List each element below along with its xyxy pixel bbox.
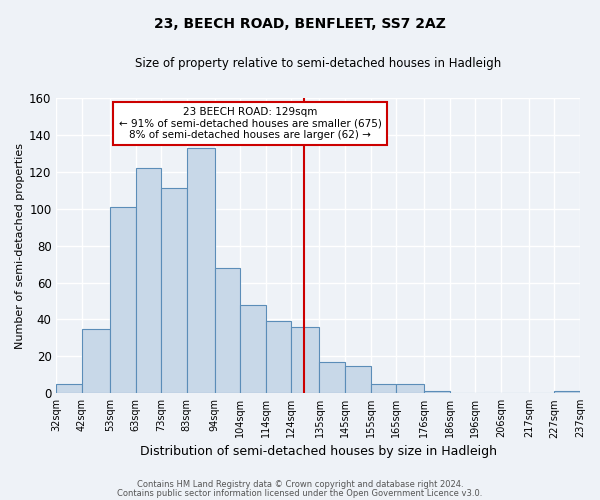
- Text: Contains HM Land Registry data © Crown copyright and database right 2024.: Contains HM Land Registry data © Crown c…: [137, 480, 463, 489]
- Bar: [371, 384, 396, 393]
- Y-axis label: Number of semi-detached properties: Number of semi-detached properties: [15, 142, 25, 348]
- Bar: [215, 268, 241, 393]
- Text: Contains public sector information licensed under the Open Government Licence v3: Contains public sector information licen…: [118, 488, 482, 498]
- Bar: [82, 328, 110, 393]
- Bar: [424, 392, 450, 393]
- Text: 23 BEECH ROAD: 129sqm
← 91% of semi-detached houses are smaller (675)
8% of semi: 23 BEECH ROAD: 129sqm ← 91% of semi-deta…: [119, 107, 382, 140]
- Bar: [319, 362, 345, 393]
- Text: 23, BEECH ROAD, BENFLEET, SS7 2AZ: 23, BEECH ROAD, BENFLEET, SS7 2AZ: [154, 18, 446, 32]
- Bar: [56, 384, 82, 393]
- Bar: [345, 366, 371, 393]
- Bar: [266, 322, 292, 393]
- X-axis label: Distribution of semi-detached houses by size in Hadleigh: Distribution of semi-detached houses by …: [140, 444, 497, 458]
- Bar: [292, 327, 319, 393]
- Bar: [161, 188, 187, 393]
- Bar: [110, 207, 136, 393]
- Bar: [554, 392, 580, 393]
- Title: Size of property relative to semi-detached houses in Hadleigh: Size of property relative to semi-detach…: [135, 58, 502, 70]
- Bar: [241, 304, 266, 393]
- Bar: [136, 168, 161, 393]
- Bar: [396, 384, 424, 393]
- Bar: [187, 148, 215, 393]
